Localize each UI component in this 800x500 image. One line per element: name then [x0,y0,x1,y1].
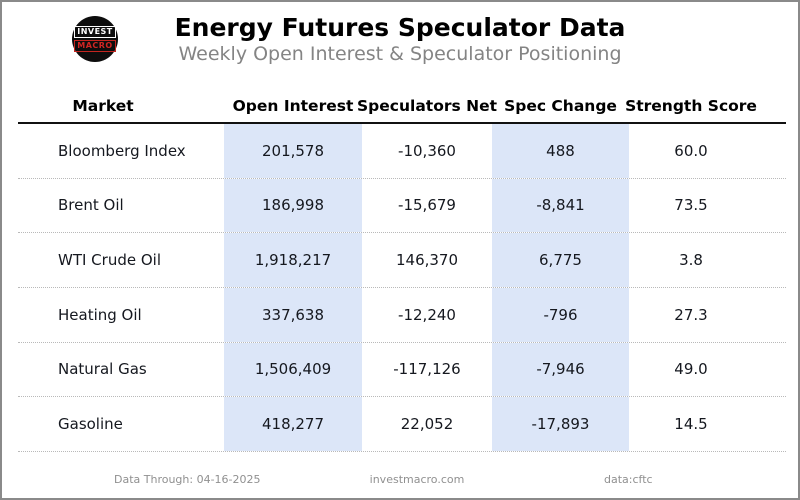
cell-market: Natural Gas [58,360,147,379]
cell-market: Bloomberg Index [58,141,186,160]
cell-market: Heating Oil [58,305,142,324]
cell-strength-score: 27.3 [674,305,708,324]
column-header-market: Market [72,97,134,115]
cell-strength-score: 14.5 [674,415,708,434]
cell-open-interest: 337,638 [224,287,362,342]
cell-open-interest: 186,998 [224,178,362,233]
table-row: Heating Oil 337,638 -12,240 -796 27.3 [18,287,786,343]
cell-spec-change: 6,775 [492,233,629,287]
speculator-table: Market Open Interest Speculators Net Spe… [18,90,786,452]
table-row: Gasoline 418,277 22,052 -17,893 14.5 [18,397,786,452]
logo-text-macro: MACRO [74,40,116,52]
cell-open-interest: 418,277 [224,397,362,451]
footer-source: data:cftc [604,473,653,486]
cell-market: Gasoline [58,415,123,434]
cell-spec-change: -17,893 [492,397,629,451]
column-header-speculators-net: Speculators Net [357,97,497,115]
cell-open-interest: 1,506,409 [224,342,362,397]
cell-speculators-net: -12,240 [398,305,456,324]
page-subtitle: Weekly Open Interest & Speculator Positi… [178,43,622,65]
column-header-strength-score: Strength Score [625,97,757,115]
cell-spec-change: -796 [492,287,629,342]
cell-strength-score: 73.5 [674,196,708,215]
cell-spec-change: -7,946 [492,342,629,397]
footer-data-through: Data Through: 04-16-2025 [114,473,261,486]
investmacro-logo: INVEST MACRO [72,16,118,62]
cell-market: WTI Crude Oil [58,251,161,270]
cell-strength-score: 49.0 [674,360,708,379]
table-row: WTI Crude Oil 1,918,217 146,370 6,775 3.… [18,233,786,288]
cell-speculators-net: -15,679 [398,196,456,215]
cell-strength-score: 3.8 [679,251,703,270]
table-row: Brent Oil 186,998 -15,679 -8,841 73.5 [18,178,786,234]
cell-open-interest: 201,578 [224,124,362,178]
cell-spec-change: 488 [492,124,629,178]
column-header-spec-change: Spec Change [504,97,617,115]
logo-text-invest: INVEST [74,26,116,38]
table-header-row: Market Open Interest Speculators Net Spe… [18,90,786,124]
footer-website: investmacro.com [369,473,465,486]
table-row: Natural Gas 1,506,409 -117,126 -7,946 49… [18,342,786,398]
page-title: Energy Futures Speculator Data [174,13,626,42]
cell-spec-change: -8,841 [492,178,629,233]
cell-speculators-net: -117,126 [393,360,461,379]
cell-speculators-net: 22,052 [400,415,454,434]
cell-speculators-net: 146,370 [395,251,459,270]
cell-open-interest: 1,918,217 [224,233,362,287]
cell-market: Brent Oil [58,196,124,215]
cell-speculators-net: -10,360 [398,141,456,160]
table-row: Bloomberg Index 201,578 -10,360 488 60.0 [18,124,786,179]
cell-strength-score: 60.0 [674,141,708,160]
column-header-open-interest: Open Interest [232,97,354,115]
